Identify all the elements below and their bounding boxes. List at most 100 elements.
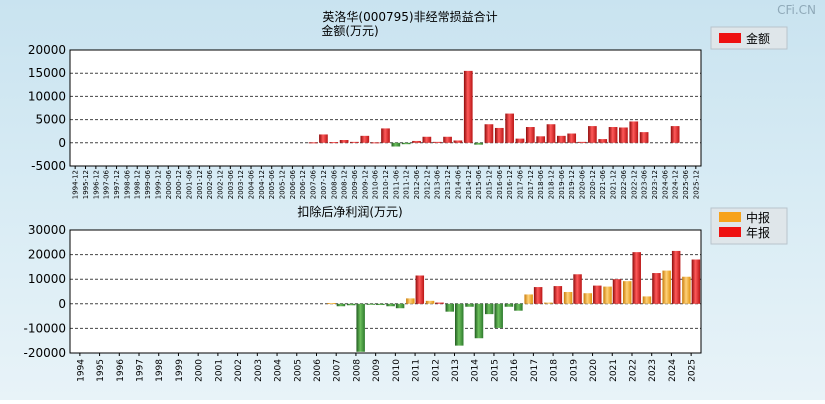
bar-interim [504, 303, 514, 307]
x-tick-label-1: 2013-06 [434, 169, 442, 199]
x-tick-label-1: 2005-12 [279, 170, 287, 199]
x-tick-label-1: 2024-06 [661, 169, 669, 199]
x-tick-label-1: 2019-12 [568, 170, 576, 199]
x-tick-label-1: 2014-06 [454, 169, 462, 199]
x-tick-label-1: 2006-06 [289, 169, 297, 199]
x-tick-label-2: 1994 [76, 359, 86, 382]
bar-annual [435, 302, 444, 304]
x-tick-label-1: 1997-06 [103, 169, 111, 199]
x-tick-label-1: 2015-12 [485, 170, 493, 199]
legend-label: 年报 [746, 225, 770, 240]
x-tick-label-1: 1998-12 [134, 170, 142, 199]
y-axis-label-1: 金额(万元) [321, 23, 378, 38]
bar-amount [391, 142, 401, 147]
x-tick-label-1: 2003-12 [237, 170, 245, 199]
x-tick-label-2: 2013 [451, 359, 461, 382]
bar-interim [682, 276, 691, 304]
x-tick-label-2: 2023 [648, 359, 658, 382]
bar-amount [484, 124, 494, 143]
bar-annual [632, 252, 641, 304]
chart-title-2: 扣除后净利润(万元) [297, 204, 402, 219]
x-tick-label-1: 2003-06 [227, 169, 235, 199]
bar-interim [445, 303, 455, 312]
x-tick-label-2: 2018 [550, 359, 560, 382]
x-tick-label-2: 1998 [155, 359, 165, 382]
bar-interim [603, 286, 612, 304]
bar-amount [443, 136, 452, 143]
y-tick-label-2: 30000 [28, 223, 66, 237]
x-tick-label-1: 2024-12 [672, 170, 680, 199]
bar-annual [652, 273, 661, 304]
x-tick-label-1: 2017-12 [527, 170, 535, 199]
x-tick-label-2: 2005 [293, 359, 303, 382]
bar-amount [329, 142, 339, 144]
x-tick-label-2: 2010 [392, 359, 402, 382]
x-tick-label-1: 2012-12 [423, 170, 431, 199]
bar-annual [376, 303, 385, 306]
bar-annual [533, 287, 543, 304]
x-tick-label-1: 2007-12 [320, 170, 328, 199]
x-tick-label-2: 2003 [254, 359, 264, 382]
x-tick-label-1: 2022-06 [620, 169, 628, 199]
bar-interim [642, 296, 652, 304]
x-tick-label-1: 2018-12 [548, 170, 556, 199]
y-tick-label-1: 0 [58, 136, 66, 150]
y-tick-label-2: 0 [58, 297, 66, 311]
bar-amount [525, 127, 535, 143]
x-tick-label-1: 2012-06 [413, 169, 421, 199]
x-tick-label-1: 2021-12 [610, 170, 618, 199]
bar-annual [671, 250, 681, 304]
bar-interim [346, 303, 356, 306]
bar-amount [505, 113, 514, 143]
bar-interim [563, 291, 573, 304]
x-tick-label-2: 2009 [372, 359, 382, 382]
bar-amount [412, 140, 421, 143]
x-tick-label-1: 2019-06 [558, 169, 566, 199]
x-tick-label-2: 2019 [569, 359, 579, 382]
x-tick-label-1: 2001-06 [185, 169, 193, 199]
bar-amount [474, 142, 483, 145]
x-tick-label-1: 2013-12 [444, 170, 452, 199]
x-tick-label-2: 2006 [313, 359, 323, 382]
bar-interim [386, 303, 395, 307]
bar-amount [381, 128, 390, 143]
x-tick-label-1: 2023-12 [651, 170, 659, 199]
legend-swatch [719, 212, 741, 222]
plot-frame-2 [69, 229, 702, 354]
bar-annual [474, 303, 484, 339]
bar-annual [573, 274, 582, 304]
x-tick-label-2: 2004 [274, 359, 284, 382]
y-tick-label-2: 20000 [28, 248, 66, 262]
bar-amount [567, 133, 577, 143]
x-tick-label-2: 2000 [195, 359, 205, 382]
bar-amount [629, 121, 639, 143]
x-tick-label-1: 2011-12 [403, 170, 411, 199]
bar-amount [598, 139, 608, 143]
x-tick-label-1: 1996-12 [92, 170, 100, 199]
x-tick-label-1: 2010-12 [382, 170, 390, 199]
x-tick-label-1: 2009-12 [361, 170, 369, 199]
bar-amount [536, 136, 546, 143]
x-tick-label-2: 2015 [490, 359, 500, 382]
bar-interim [484, 303, 494, 315]
x-tick-label-1: 2015-06 [475, 169, 483, 199]
y-tick-label-1: -5000 [31, 159, 66, 173]
x-tick-label-2: 1999 [175, 359, 185, 382]
x-tick-label-1: 2016-12 [506, 170, 514, 199]
x-tick-label-1: 1994-12 [72, 170, 80, 199]
bar-amount [308, 142, 318, 144]
bar-amount [546, 124, 556, 143]
bar-amount [577, 141, 587, 143]
y-tick-label-1: 5000 [35, 113, 66, 127]
x-tick-label-1: 2009-06 [351, 169, 359, 199]
bar-interim [465, 303, 474, 307]
y-tick-label-2: -20000 [23, 346, 66, 360]
x-tick-label-1: 2010-06 [372, 169, 380, 199]
watermark: CFi.CN [777, 3, 816, 17]
bar-annual [612, 279, 622, 304]
legend-box-1 [710, 26, 788, 50]
x-tick-label-1: 2016-06 [496, 169, 504, 199]
x-tick-label-1: 2004-12 [258, 170, 266, 199]
bar-interim [524, 294, 533, 304]
x-tick-label-1: 2025-06 [682, 169, 690, 199]
